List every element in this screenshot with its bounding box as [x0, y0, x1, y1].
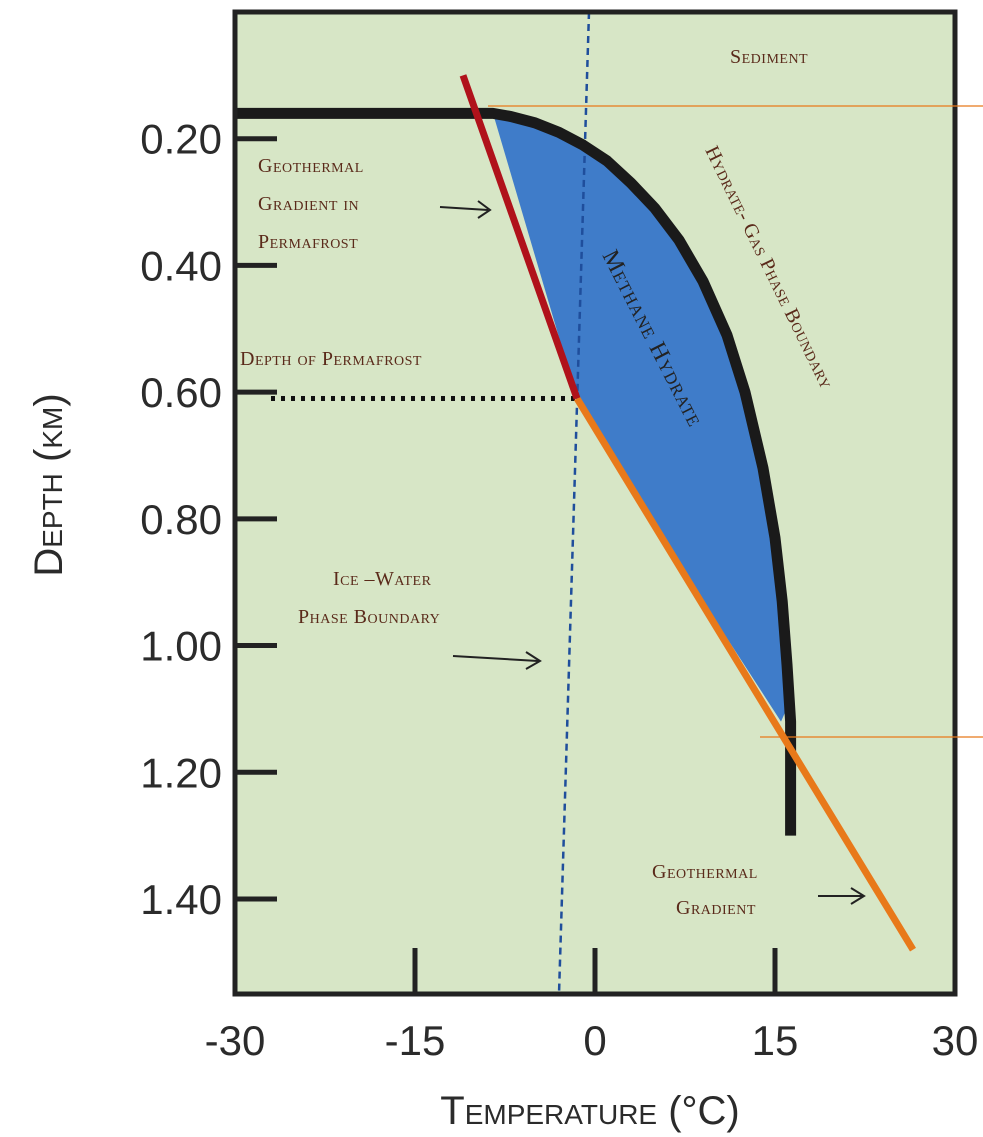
annotation-ice-water-2: Phase Boundary: [298, 606, 440, 628]
permafrost-geothermal-gradient-line: [459, 74, 581, 400]
annotation-ice-water-1: Ice –Water: [333, 568, 432, 590]
annotation-geothermal-permafrost-1: Geothermal: [258, 155, 364, 177]
y-axis-title: Depth (km): [27, 393, 71, 576]
x-tick-label: 0: [583, 1017, 606, 1064]
arrow-right-icon: [452, 651, 542, 670]
x-axis-title: Temperature (°C): [440, 1089, 739, 1133]
y-tick-label: 0.60: [140, 369, 222, 416]
x-tick-label: 30: [932, 1017, 979, 1064]
annotation-geothermal-permafrost-2: Gradient in: [258, 193, 359, 215]
y-tick-label: 1.20: [140, 749, 222, 796]
y-tick-label: 1.40: [140, 876, 222, 923]
x-tick-label: -30: [205, 1017, 266, 1064]
ice-water-phase-boundary-line: [557, 11, 591, 995]
annotation-depth-permafrost: Depth of Permafrost: [240, 348, 422, 370]
y-tick-label: 0.20: [140, 116, 222, 163]
geothermal-gradient-line: [574, 396, 916, 952]
annotation-geothermal-1: Geothermal: [652, 861, 758, 883]
annotation-geothermal-2: Gradient: [676, 897, 756, 919]
x-tick-label: 15: [752, 1017, 799, 1064]
arrow-right-icon: [818, 887, 866, 905]
y-tick-label: 0.40: [140, 242, 222, 289]
hydrate-gas-phase-boundary-line: [235, 107, 797, 836]
annotation-sediment: Sediment: [730, 46, 808, 68]
y-tick-label: 1.00: [140, 623, 222, 670]
x-tick-label: -15: [385, 1017, 446, 1064]
annotation-geothermal-permafrost-3: Permafrost: [258, 231, 358, 253]
arrow-right-icon: [439, 200, 492, 219]
y-tick-label: 0.80: [140, 496, 222, 543]
methane-hydrate-region: [493, 113, 790, 722]
